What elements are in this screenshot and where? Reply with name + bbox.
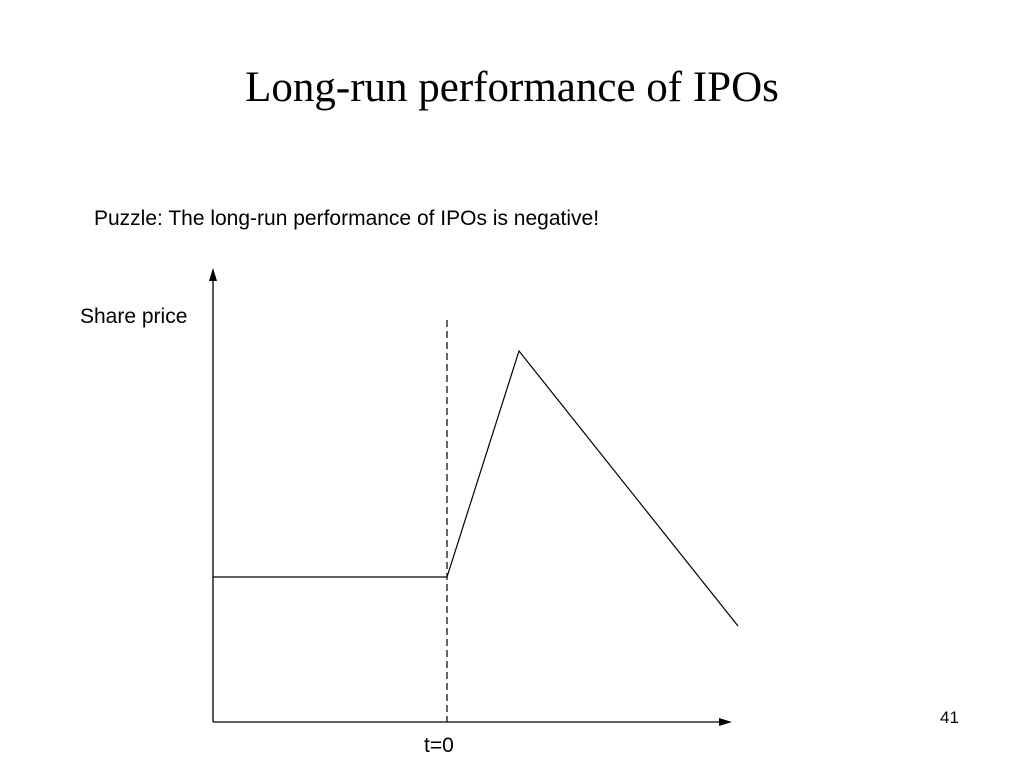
y-axis-arrowhead	[209, 268, 217, 281]
share-price-line	[213, 349, 739, 627]
slide-number: 41	[940, 708, 959, 727]
slide-title: Long-run performance of IPOs	[245, 64, 779, 111]
puzzle-statement: Puzzle: The long-run performance of IPOs…	[94, 207, 600, 230]
x-axis-arrowhead	[719, 718, 732, 726]
y-axis-label: Share price	[80, 305, 188, 328]
ipo-date-label: t=0	[424, 734, 454, 757]
